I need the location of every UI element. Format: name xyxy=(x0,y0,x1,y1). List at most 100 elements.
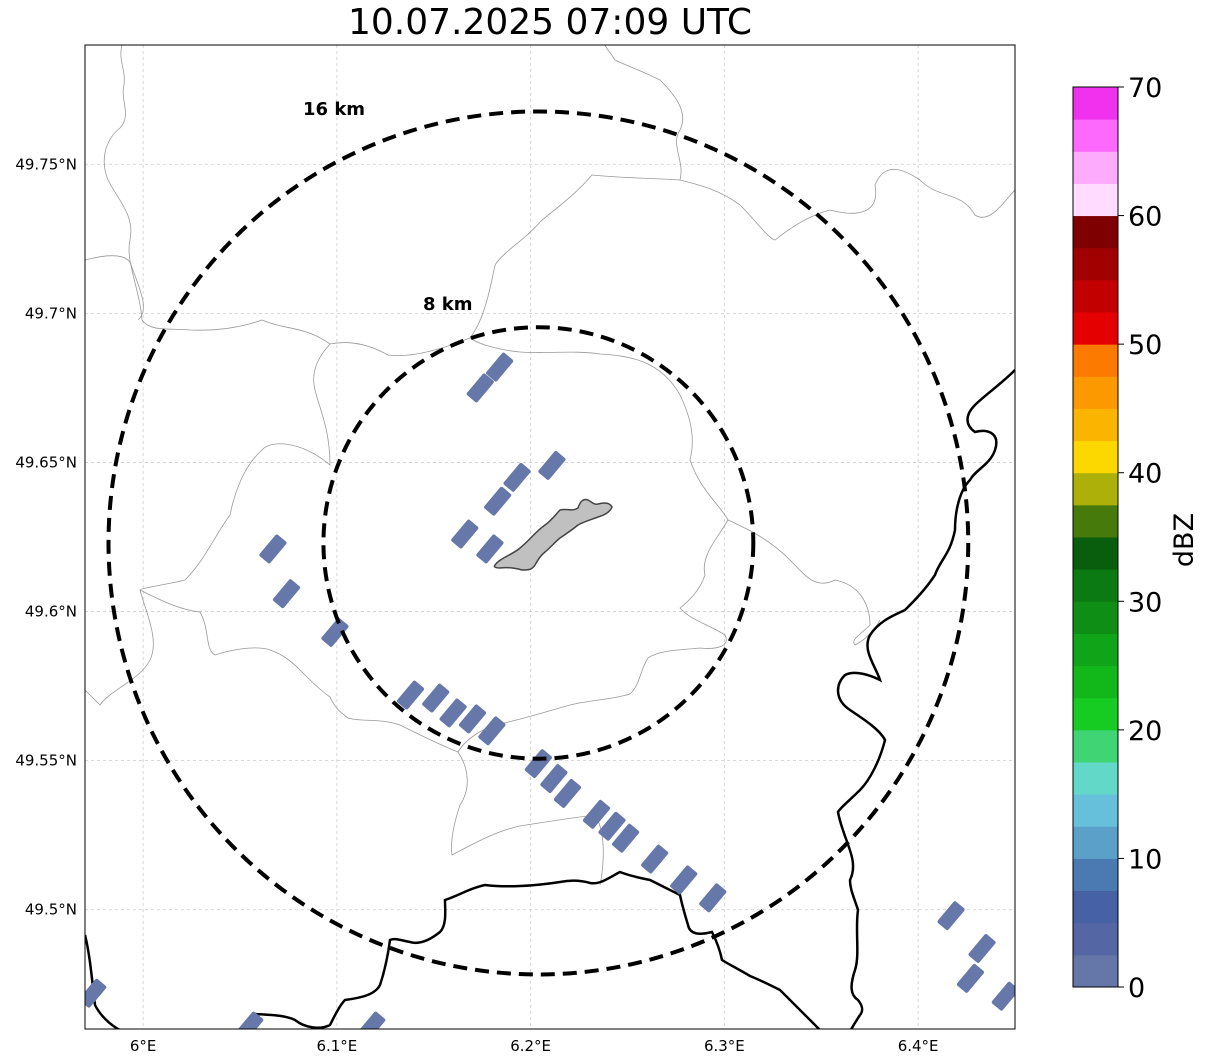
radar-echo-cell xyxy=(259,534,287,564)
radar-echo-cell xyxy=(582,799,611,829)
colorbar-segment xyxy=(1073,633,1118,667)
colorbar-segment xyxy=(1073,440,1118,474)
colorbar-tick-label: 0 xyxy=(1128,973,1145,1004)
radar-echo-cell xyxy=(538,451,566,480)
radar-echo-cell xyxy=(396,680,425,710)
colorbar-segment xyxy=(1073,697,1118,731)
admin-boundary-center-south xyxy=(139,589,459,753)
ring-label-8km: 8 km xyxy=(423,294,473,315)
colorbar-segment xyxy=(1073,215,1118,249)
radar-echo-cell xyxy=(503,462,531,492)
lat-tick-label: 49.65°N xyxy=(15,453,77,471)
radar-echo-cell xyxy=(484,486,512,516)
radar-echo-cell xyxy=(85,978,107,1008)
lon-tick-label: 6.3°E xyxy=(704,1037,745,1055)
colorbar-segment xyxy=(1073,87,1118,120)
admin-boundary-north xyxy=(103,45,1015,356)
colorbar-tick-label: 70 xyxy=(1128,73,1162,104)
colorbar-segment xyxy=(1073,890,1118,924)
national-border xyxy=(85,369,1015,1029)
map-title: 10.07.2025 07:09 UTC xyxy=(347,2,753,43)
colorbar-tick-label: 50 xyxy=(1128,330,1162,361)
colorbar-segment xyxy=(1073,762,1118,795)
lat-tick-label: 49.55°N xyxy=(15,752,77,770)
radar-echo-cell xyxy=(466,373,494,403)
colorbar-tick-label: 10 xyxy=(1128,844,1162,875)
colorbar-tick-label: 20 xyxy=(1128,716,1162,747)
latitude-tick-labels: 49.5°N 49.55°N 49.6°N 49.65°N 49.7°N 49.75°N xyxy=(15,155,77,918)
colorbar-segment xyxy=(1073,794,1118,827)
colorbar-segment xyxy=(1073,247,1118,281)
lon-tick-label: 6.4°E xyxy=(898,1037,939,1055)
colorbar-segment xyxy=(1073,344,1118,377)
radar-echo-cell xyxy=(476,534,504,564)
colorbar-tick-label: 40 xyxy=(1128,459,1162,490)
colorbar-frame xyxy=(1072,86,1119,988)
lon-tick-label: 6°E xyxy=(130,1037,157,1055)
radar-echo-cell xyxy=(956,963,984,993)
colorbar-tick-label: 60 xyxy=(1128,202,1162,233)
colorbar-segment xyxy=(1073,729,1118,763)
radar-echo-cell xyxy=(422,683,450,713)
radar-echo-cell xyxy=(937,901,965,931)
colorbar-label: dBZ xyxy=(1169,513,1200,567)
admin-boundary-north-east xyxy=(604,45,684,181)
radar-echo-cell xyxy=(968,934,996,963)
colorbar-segment xyxy=(1073,601,1118,634)
border-south-west xyxy=(85,934,121,1029)
radar-echo-cell xyxy=(612,823,640,853)
radar-echo-cell xyxy=(321,618,349,647)
radar-echo-cell xyxy=(439,698,467,728)
colorbar-segment xyxy=(1073,151,1118,184)
colorbar-tick-label: 30 xyxy=(1128,587,1162,618)
radar-echo-cell xyxy=(272,579,301,609)
admin-boundary-east xyxy=(727,519,881,646)
colorbar-segment xyxy=(1073,826,1118,859)
colorbar-segment xyxy=(1073,858,1118,892)
radar-echo-cell xyxy=(236,1011,264,1029)
radar-echo-cell xyxy=(524,749,552,779)
radar-echo-cell xyxy=(358,1011,386,1029)
lon-tick-label: 6.1°E xyxy=(316,1037,357,1055)
radar-echo-cell xyxy=(670,865,698,895)
map-layers xyxy=(85,45,1015,1029)
radar-echo-cell xyxy=(991,981,1015,1011)
colorbar-segment xyxy=(1073,537,1118,570)
colorbar-segment xyxy=(1073,504,1118,538)
border-south xyxy=(244,870,862,1029)
colorbar-segment xyxy=(1073,472,1118,506)
radar-echo-cell xyxy=(458,704,487,734)
range-ring-8km xyxy=(321,325,756,761)
radar-echo-cell xyxy=(486,352,514,382)
colorbar-segment xyxy=(1073,954,1118,988)
longitude-tick-labels: 6°E 6.1°E 6.2°E 6.3°E 6.4°E xyxy=(130,1037,939,1055)
radar-echo-cell xyxy=(598,811,626,841)
lat-tick-label: 49.7°N xyxy=(25,304,77,322)
colorbar-segment xyxy=(1073,312,1118,345)
map-frame xyxy=(84,44,1016,1030)
colorbar-segment xyxy=(1073,922,1118,956)
lon-tick-label: 6.2°E xyxy=(510,1037,551,1055)
admin-boundary-west xyxy=(85,255,144,321)
colorbar-segment xyxy=(1073,183,1118,217)
lat-tick-label: 49.75°N xyxy=(15,155,77,173)
colorbar-segment xyxy=(1073,376,1118,409)
colorbar-segment xyxy=(1073,408,1118,442)
colorbar: 0 10 20 30 40 50 60 70 xyxy=(1072,73,1162,1004)
radar-echo-cell xyxy=(699,883,727,913)
radar-echo-layer xyxy=(85,352,1015,1029)
range-ring-16km xyxy=(106,109,971,977)
range-rings xyxy=(106,109,971,977)
lat-tick-label: 49.5°N xyxy=(25,901,77,919)
radar-echo-cell xyxy=(540,764,568,793)
lat-tick-label: 49.6°N xyxy=(25,603,77,621)
colorbar-segment xyxy=(1073,119,1118,152)
border-east xyxy=(836,369,1015,1016)
colorbar-segment xyxy=(1073,665,1118,699)
admin-boundary-center xyxy=(451,337,729,886)
ring-label-16km: 16 km xyxy=(303,99,365,120)
radar-echo-cell xyxy=(451,519,479,549)
radar-echo-cell xyxy=(478,716,506,746)
city-polygon xyxy=(493,498,613,571)
